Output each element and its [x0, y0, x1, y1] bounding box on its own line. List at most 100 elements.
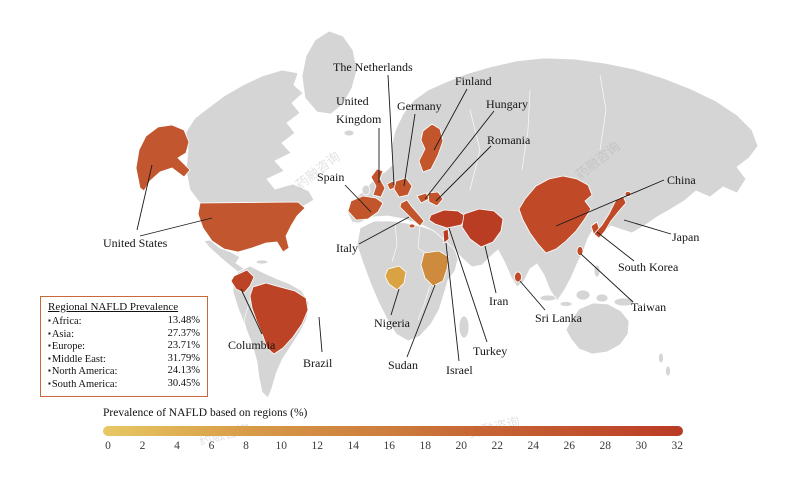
tick-label: 8 [243, 440, 249, 452]
label-germany: Germany [397, 99, 442, 113]
country-taiwan [576, 246, 584, 256]
tick-label: 24 [527, 440, 540, 452]
tick-label: 4 [174, 440, 180, 452]
legend-title: Regional NAFLD Prevalence [48, 301, 179, 313]
leader-china [555, 179, 665, 227]
leader-italy [358, 216, 410, 245]
leader-sudan [406, 284, 436, 358]
label-israel: Israel [446, 363, 473, 377]
tick-label: 16 [383, 440, 396, 452]
label-romania: Romania [487, 133, 531, 147]
tick-label: 10 [275, 440, 288, 452]
country-finland [418, 123, 444, 173]
legend-value: 24.13% [167, 365, 200, 376]
leader-hungary [424, 110, 495, 200]
country-turkey [428, 209, 468, 229]
leader-columbia [240, 288, 263, 335]
iceland-island [343, 129, 355, 137]
country-colombia [230, 269, 255, 294]
label-japan: Japan [672, 230, 699, 244]
country-alaska [135, 124, 191, 192]
legend-region: Europe: [51, 341, 86, 352]
label-sri-lanka: Sri Lanka [535, 311, 583, 325]
country-sri-lanka [514, 271, 522, 283]
bullet-icon: ▪ [48, 353, 51, 363]
bullet-icon: ▪ [48, 316, 51, 325]
legend-region: North America: [51, 366, 118, 377]
country-israel [442, 228, 450, 244]
label-united-states: United States [103, 236, 168, 250]
colorbar-gradient [103, 426, 683, 436]
country-romania [427, 191, 444, 207]
africa-landmass [356, 220, 459, 342]
country-united-states [197, 201, 306, 253]
new-zealand-south [665, 365, 671, 377]
borneo-island [575, 289, 591, 301]
java-island [559, 301, 573, 307]
legend-value: 27.37% [167, 327, 200, 339]
regional-prevalence-legend: Regional NAFLD Prevalence ▪Africa: 13.48… [40, 296, 208, 397]
tick-label: 14 [347, 440, 360, 452]
leader-iran [484, 245, 497, 294]
country-labels: United States Columbia Brazil Spain Ital… [103, 60, 699, 377]
legend-value: 23.71% [167, 340, 200, 351]
country-japan [593, 195, 627, 239]
leader-brazil [318, 316, 323, 353]
bullet-icon: ▪ [48, 366, 51, 375]
legend-region: Africa: [51, 316, 82, 327]
label-iran: Iran [489, 294, 508, 308]
legend-value: 30.45% [167, 377, 200, 389]
country-spain [347, 195, 384, 221]
legend-value: 13.48% [167, 315, 200, 326]
label-united-kingdom-line2: Kingdom [336, 112, 382, 126]
label-columbia: Columbia [228, 338, 276, 352]
legend-region: South America: [51, 378, 118, 390]
country-nigeria [384, 265, 407, 291]
label-united-kingdom-line1: United [336, 94, 369, 108]
label-italy: Italy [336, 241, 358, 255]
label-brazil: Brazil [303, 356, 333, 370]
country-brazil [249, 282, 309, 355]
cuba-island [255, 259, 269, 265]
tick-label: 28 [599, 440, 612, 452]
country-iran [461, 208, 504, 248]
bullet-icon: ▪ [48, 328, 51, 338]
label-sudan: Sudan [388, 358, 418, 372]
leader-israel [445, 242, 460, 362]
leader-lines [136, 74, 672, 362]
leader-united-states [139, 217, 213, 237]
leader-turkey [448, 227, 488, 343]
leader-taiwan [580, 253, 634, 303]
leader-netherlands [387, 74, 395, 186]
prevalence-colorbar: Prevalence of NAFLD based on regions (%)… [103, 407, 683, 452]
tick-label: 32 [671, 440, 684, 452]
legend-region: Middle East: [51, 353, 106, 365]
leader-south-korea [596, 231, 635, 262]
bullet-icon: ▪ [48, 378, 51, 388]
colorbar-title: Prevalence of NAFLD based on regions (%) [103, 407, 308, 419]
colorbar-ticks: 0 2 4 6 8 10 12 14 16 18 20 22 24 26 28 … [103, 440, 683, 452]
new-guinea-island [613, 297, 635, 307]
legend-value: 31.79% [167, 352, 200, 364]
sulawesi-island [595, 293, 609, 303]
ireland-island [361, 184, 371, 196]
leader-sri-lanka [519, 280, 546, 311]
label-netherlands: The Netherlands [333, 60, 413, 74]
label-nigeria: Nigeria [374, 316, 411, 330]
legend-item-europe: ▪Europe: 23.71% [48, 340, 200, 353]
legend-item-middle-east: ▪Middle East: 31.79% [48, 353, 200, 366]
tick-label: 30 [635, 440, 648, 452]
tick-label: 6 [208, 440, 215, 452]
country-italy [399, 199, 425, 227]
label-spain: Spain [317, 170, 344, 184]
country-germany [393, 177, 413, 198]
country-sudan [420, 250, 450, 287]
label-china: China [667, 173, 696, 187]
legend-item-asia: ▪Asia: 27.37% [48, 328, 200, 341]
tick-label: 2 [139, 440, 146, 452]
label-finland: Finland [455, 74, 492, 88]
label-hungary: Hungary [486, 97, 528, 111]
tick-label: 18 [419, 440, 432, 452]
leader-nigeria [390, 288, 400, 316]
